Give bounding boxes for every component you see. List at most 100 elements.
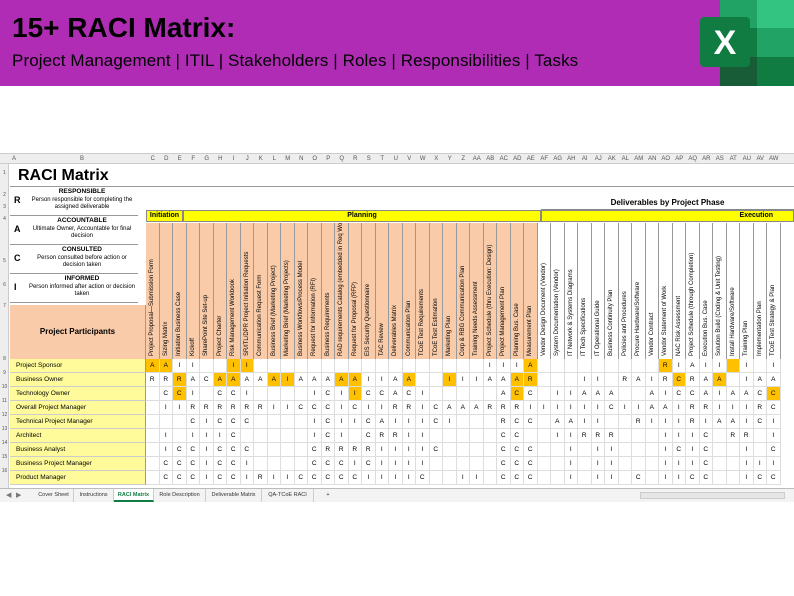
row-number[interactable]: 14 (1, 440, 8, 446)
raci-cell[interactable]: I (699, 415, 713, 429)
column-header[interactable]: AI (581, 156, 588, 162)
raci-cell[interactable] (591, 359, 605, 373)
raci-cell[interactable]: C (753, 471, 767, 485)
raci-cell[interactable] (335, 359, 349, 373)
raci-cell[interactable]: C (672, 443, 686, 457)
raci-cell[interactable]: A (254, 373, 268, 387)
column-header[interactable]: I (232, 156, 235, 162)
raci-cell[interactable]: C (200, 373, 214, 387)
raci-cell[interactable]: A (497, 387, 511, 401)
raci-cell[interactable]: I (672, 415, 686, 429)
raci-cell[interactable]: A (551, 415, 565, 429)
raci-cell[interactable]: R (591, 429, 605, 443)
raci-cell[interactable]: I (578, 415, 592, 429)
raci-cell[interactable] (726, 359, 740, 373)
raci-cell[interactable]: R (524, 373, 538, 387)
raci-cell[interactable]: C (524, 387, 538, 401)
raci-cell[interactable]: I (227, 359, 241, 373)
deliverable-header[interactable]: TCoE Test Estimation (429, 223, 443, 359)
column-header[interactable]: R (353, 156, 358, 162)
deliverable-header[interactable]: TAC Review (375, 223, 389, 359)
raci-cell[interactable] (416, 373, 430, 387)
raci-cell[interactable]: C (321, 471, 335, 485)
raci-cell[interactable]: R (254, 471, 268, 485)
column-header[interactable]: AP (675, 156, 684, 162)
raci-cell[interactable]: I (186, 359, 200, 373)
raci-cell[interactable]: I (591, 457, 605, 471)
raci-cell[interactable] (281, 443, 295, 457)
raci-cell[interactable]: I (524, 401, 538, 415)
raci-cell[interactable]: C (510, 415, 524, 429)
raci-cell[interactable]: I (416, 457, 430, 471)
raci-cell[interactable]: C (186, 443, 200, 457)
raci-cell[interactable]: A (645, 387, 659, 401)
raci-cell[interactable]: I (267, 401, 281, 415)
raci-cell[interactable]: I (200, 443, 214, 457)
raci-cell[interactable]: I (335, 429, 349, 443)
raci-cell[interactable]: I (591, 401, 605, 415)
raci-cell[interactable] (456, 415, 470, 429)
raci-cell[interactable]: I (456, 471, 470, 485)
raci-cell[interactable] (645, 471, 659, 485)
raci-cell[interactable]: I (564, 443, 578, 457)
raci-cell[interactable]: I (200, 471, 214, 485)
raci-cell[interactable]: C (510, 429, 524, 443)
participant-name[interactable]: Business Project Manager (10, 457, 146, 471)
raci-cell[interactable] (551, 359, 565, 373)
raci-cell[interactable] (537, 359, 551, 373)
raci-cell[interactable]: R (632, 415, 646, 429)
raci-cell[interactable] (483, 429, 497, 443)
raci-cell[interactable]: I (416, 429, 430, 443)
raci-cell[interactable]: A (146, 359, 160, 373)
raci-cell[interactable]: C (213, 443, 227, 457)
raci-cell[interactable]: I (551, 401, 565, 415)
deliverable-header[interactable]: Project Management Plan (497, 223, 511, 359)
raci-cell[interactable]: I (335, 415, 349, 429)
raci-cell[interactable]: A (348, 373, 362, 387)
column-header[interactable]: AM (634, 156, 644, 162)
raci-cell[interactable] (470, 443, 484, 457)
tab-cover-sheet[interactable]: Cover Sheet (34, 489, 74, 502)
raci-cell[interactable]: A (227, 373, 241, 387)
raci-cell[interactable]: C (227, 429, 241, 443)
raci-cell[interactable]: C (362, 429, 376, 443)
raci-cell[interactable] (429, 429, 443, 443)
raci-cell[interactable] (726, 457, 740, 471)
raci-cell[interactable]: C (173, 471, 187, 485)
raci-cell[interactable]: I (200, 457, 214, 471)
participant-name[interactable]: Technical Project Manager (10, 415, 146, 429)
raci-cell[interactable]: A (483, 373, 497, 387)
deliverable-header[interactable]: SR/ITL/DPR Project Initiation Requests (240, 223, 254, 359)
horizontal-scrollbar[interactable] (640, 492, 785, 499)
row-number[interactable]: 3 (3, 204, 6, 210)
raci-cell[interactable] (632, 429, 646, 443)
column-header[interactable]: AK (607, 156, 616, 162)
raci-cell[interactable]: A (767, 373, 781, 387)
deliverable-header[interactable]: NAC Risk Assessment (672, 223, 686, 359)
column-header[interactable]: A (11, 156, 16, 162)
raci-cell[interactable] (537, 373, 551, 387)
raci-cell[interactable]: I (416, 401, 430, 415)
column-header[interactable]: N (299, 156, 304, 162)
raci-cell[interactable] (348, 359, 362, 373)
raci-cell[interactable]: A (510, 373, 524, 387)
raci-cell[interactable]: I (416, 415, 430, 429)
deliverable-header[interactable]: Vendor Statement of Work (659, 223, 673, 359)
raci-cell[interactable]: I (672, 471, 686, 485)
legend-item-consulted[interactable]: C CONSULTED Person consulted before action… (10, 245, 138, 274)
raci-cell[interactable]: C (321, 457, 335, 471)
raci-cell[interactable]: C (497, 429, 511, 443)
raci-cell[interactable] (416, 359, 430, 373)
raci-cell[interactable]: C (308, 471, 322, 485)
tab-instructions[interactable]: Instructions (74, 489, 114, 502)
raci-cell[interactable]: I (389, 415, 403, 429)
raci-cell[interactable]: C (362, 415, 376, 429)
raci-cell[interactable]: A (686, 359, 700, 373)
raci-cell[interactable]: C (227, 443, 241, 457)
raci-cell[interactable] (537, 443, 551, 457)
raci-cell[interactable]: A (267, 373, 281, 387)
column-header[interactable]: Y (447, 156, 452, 162)
raci-cell[interactable]: C (510, 471, 524, 485)
raci-cell[interactable]: R (659, 373, 673, 387)
raci-cell[interactable]: A (726, 387, 740, 401)
